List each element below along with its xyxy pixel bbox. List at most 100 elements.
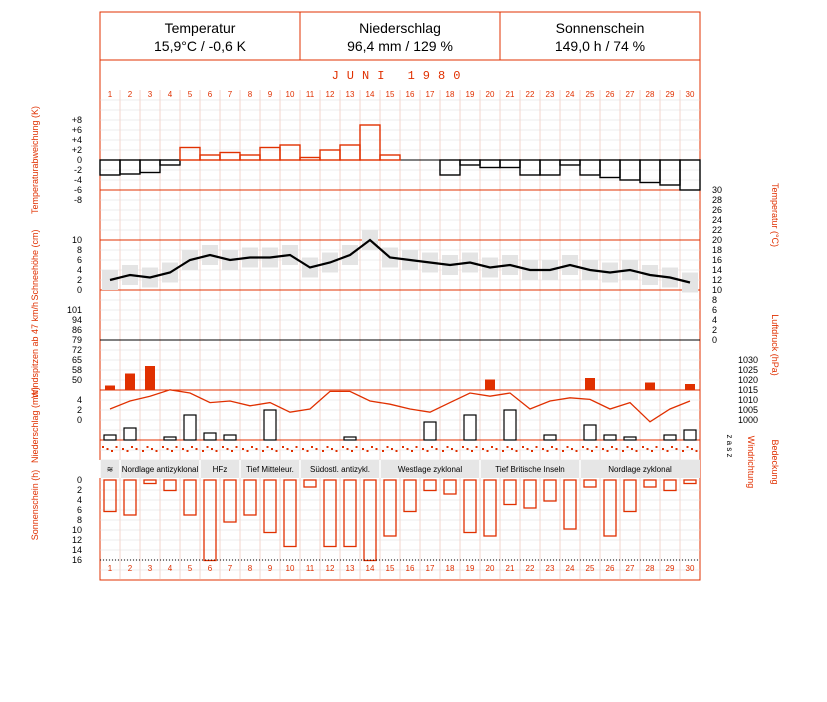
day-label: 28	[646, 564, 655, 573]
wind-mark	[362, 448, 364, 450]
pressure-tick: 1010	[738, 395, 758, 405]
wind-mark	[595, 446, 598, 448]
day-label: 10	[286, 90, 295, 99]
temp-dev-bar	[99, 159, 121, 176]
wind-mark	[691, 448, 693, 450]
wind-mark	[475, 446, 478, 448]
wind-mark	[122, 448, 124, 450]
temp-tick: 26	[712, 205, 722, 215]
wind-mark	[646, 448, 649, 450]
wind-mark	[266, 446, 269, 448]
pressure-tick: 1025	[738, 365, 758, 375]
day-label: 10	[286, 564, 295, 573]
day-label: 12	[326, 564, 335, 573]
sun-bar	[643, 479, 657, 488]
day-label: 26	[606, 90, 615, 99]
day-labels-bottom: 1 2 3 4 5 6 7 8 9 10 11 12 13 14 15 16 17 18 19 20 21 22 23 24 2…	[108, 564, 695, 573]
temp-dev-bar	[179, 146, 201, 161]
sun-bar	[303, 479, 317, 488]
day-label: 18	[446, 564, 455, 573]
day-label: 8	[248, 564, 253, 573]
wind-mark	[506, 446, 509, 448]
temp-dev-bar	[339, 144, 361, 161]
day-label: 22	[526, 564, 535, 573]
temp-dev-bar	[219, 151, 241, 161]
day-label: 9	[268, 90, 273, 99]
sun-bar	[103, 479, 117, 513]
wind-mark	[151, 448, 153, 450]
gust-tick: 79	[72, 335, 82, 345]
wind-mark	[422, 448, 424, 450]
wind-mark	[455, 450, 458, 452]
sun-bar	[323, 479, 337, 548]
temp-tick: 18	[712, 245, 722, 255]
wind-mark	[491, 446, 493, 448]
day-label: 4	[168, 90, 173, 99]
day-label: 27	[626, 564, 635, 573]
temp-dev-bar	[199, 154, 221, 161]
sun-bar	[283, 479, 297, 548]
wind-mark	[686, 446, 689, 448]
day-label: 20	[486, 90, 495, 99]
sun-tick: 6	[77, 505, 82, 515]
gust-tick: 86	[72, 325, 82, 335]
wind-mark	[446, 446, 449, 448]
label-wind-dir: Windrichtung	[746, 436, 756, 489]
wind-mark	[631, 448, 633, 450]
day-label: 3	[148, 564, 153, 573]
wind-mark	[606, 450, 609, 452]
temp-dev-bar	[159, 159, 181, 166]
wind-mark	[202, 450, 204, 452]
day-label: 13	[346, 564, 355, 573]
wind-mark	[442, 450, 444, 452]
wind-mark	[246, 450, 249, 452]
label-zasz: z a s z	[725, 434, 734, 457]
sun-bar	[543, 479, 557, 502]
label-sun: Sonnenschein (h)	[30, 470, 40, 541]
wind-mark	[291, 450, 293, 452]
wind-mark	[262, 450, 264, 452]
day-label: 16	[406, 90, 415, 99]
wind-mark	[366, 450, 369, 452]
sun-bar	[263, 479, 277, 534]
wind-mark	[375, 448, 378, 450]
day-label: 14	[366, 90, 375, 99]
precip-tick: 2	[77, 405, 82, 415]
day-label: 5	[188, 90, 193, 99]
day-label: 24	[566, 564, 575, 573]
wind-marks	[102, 446, 698, 452]
wind-mark	[642, 446, 644, 448]
temp-tick: 30	[712, 185, 722, 195]
day-label: 6	[208, 564, 213, 573]
temp-dev-bar	[139, 159, 161, 174]
wind-mark	[402, 446, 404, 448]
day-label: 6	[208, 90, 213, 99]
weather-type-strip	[100, 460, 700, 478]
precip-bar	[263, 409, 277, 441]
temp-tick: 24	[712, 215, 722, 225]
pressure-tick: 1030	[738, 355, 758, 365]
wind-mark	[271, 448, 273, 450]
wind-mark	[146, 446, 149, 448]
pressure-tick: 1020	[738, 375, 758, 385]
temp-dev-bar	[379, 154, 401, 161]
wind-mark	[451, 448, 453, 450]
precip-bar	[123, 427, 137, 441]
day-label: 4	[168, 564, 173, 573]
weather-type-label: Tief Mitteleur.	[246, 465, 294, 474]
day-label: 12	[326, 90, 335, 99]
wind-mark	[535, 446, 538, 448]
temp-dev-bar	[119, 159, 141, 175]
day-label: 18	[446, 90, 455, 99]
precip-bar	[623, 436, 637, 441]
day-labels-top: 1 2 3 4 5 6 7 8 9 10 11 12 13 14 15 16 17 18 19 20 21 22 23 24 2…	[108, 90, 695, 99]
temp-dev-tick: +4	[72, 135, 82, 145]
weather-type-label: Südostl. antizykl.	[310, 465, 370, 474]
wind-mark	[126, 450, 129, 452]
gust-tick: 58	[72, 365, 82, 375]
weather-type-label: Nordlage zyklonal	[608, 465, 672, 474]
temp-dev-bar	[259, 146, 281, 161]
sun-bar	[463, 479, 477, 534]
wind-mark	[651, 450, 653, 452]
day-label: 25	[586, 90, 595, 99]
